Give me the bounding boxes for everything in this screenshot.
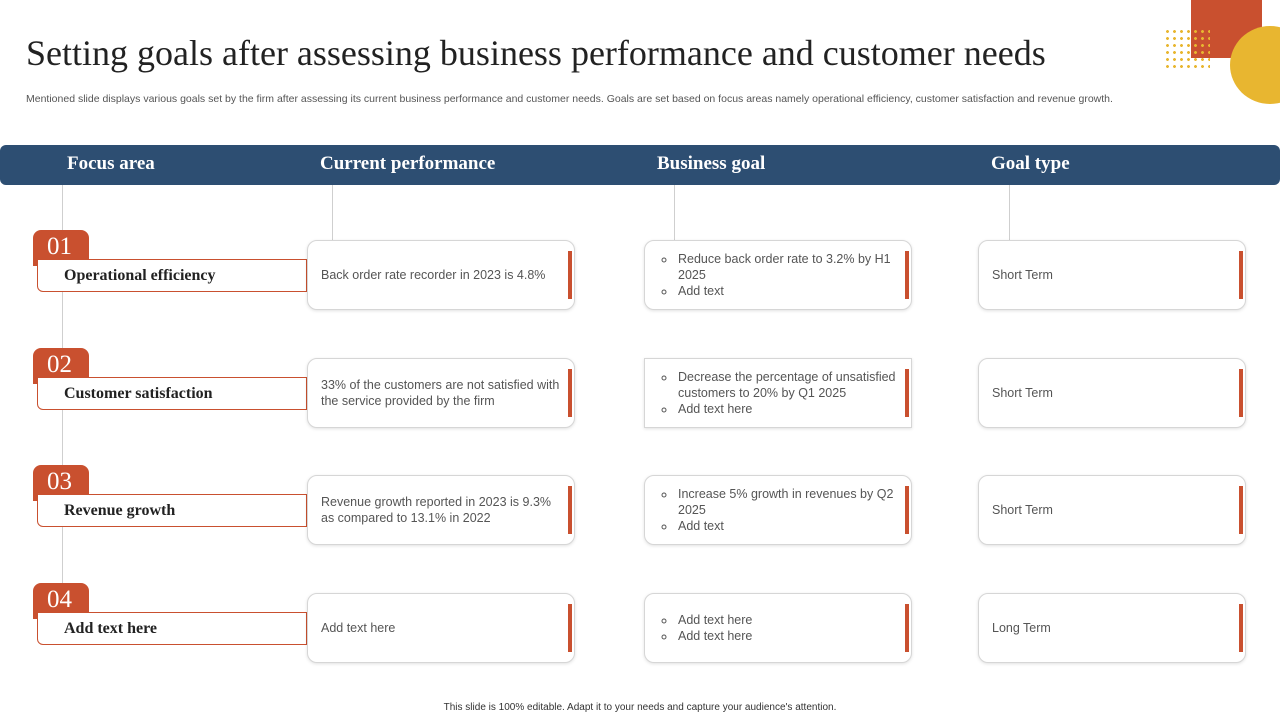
- goal-item: Decrease the percentage of unsatisfied c…: [676, 369, 897, 401]
- focus-label: Operational efficiency: [37, 259, 307, 292]
- focus-label: Add text here: [37, 611, 307, 645]
- type-card: Short Term: [978, 240, 1246, 310]
- footer: This slide is 100% editable. Adapt it to…: [443, 702, 837, 713]
- goal-item: Increase 5% growth in revenues by Q2 202…: [676, 486, 897, 518]
- current-card: 33% of the customers are not satisfied w…: [307, 357, 575, 428]
- type-card: Short Term: [978, 475, 1246, 545]
- goal-item: Add text: [676, 518, 897, 534]
- focus-label: Revenue growth: [37, 494, 307, 527]
- goal-card: Decrease the percentage of unsatisfied c…: [644, 357, 912, 428]
- goal-item: Add text here: [676, 628, 752, 644]
- goal-item: Add text here: [676, 612, 752, 628]
- type-card: Short Term: [978, 357, 1246, 428]
- deco-dots: [1164, 28, 1210, 70]
- header-cell: Focus area: [67, 153, 155, 174]
- connector: [1009, 185, 1010, 240]
- focus-label: Customer satisfaction: [37, 376, 307, 410]
- type-card: Long Term: [978, 592, 1246, 663]
- header-bar: [0, 145, 1280, 185]
- current-card: Back order rate recorder in 2023 is 4.8%: [307, 240, 575, 310]
- subtitle: Mentioned slide displays various goals s…: [26, 93, 1113, 105]
- goal-item: Add text here: [676, 401, 897, 417]
- goal-card: Reduce back order rate to 3.2% by H1 202…: [644, 240, 912, 310]
- connector: [674, 185, 675, 240]
- goal-list: Increase 5% growth in revenues by Q2 202…: [658, 486, 897, 534]
- goal-list: Decrease the percentage of unsatisfied c…: [658, 369, 897, 417]
- header-cell: Business goal: [657, 153, 766, 174]
- goal-item: Reduce back order rate to 3.2% by H1 202…: [676, 251, 897, 283]
- current-card: Add text here: [307, 592, 575, 663]
- connector: [332, 185, 333, 240]
- header-cell: Goal type: [991, 153, 1070, 174]
- goal-card: Increase 5% growth in revenues by Q2 202…: [644, 475, 912, 545]
- timeline: [62, 185, 63, 640]
- title: Setting goals after assessing business p…: [26, 33, 1046, 73]
- current-card: Revenue growth reported in 2023 is 9.3% …: [307, 475, 575, 545]
- header-cell: Current performance: [320, 153, 496, 174]
- goal-list: Reduce back order rate to 3.2% by H1 202…: [658, 251, 897, 299]
- goal-item: Add text: [676, 283, 897, 299]
